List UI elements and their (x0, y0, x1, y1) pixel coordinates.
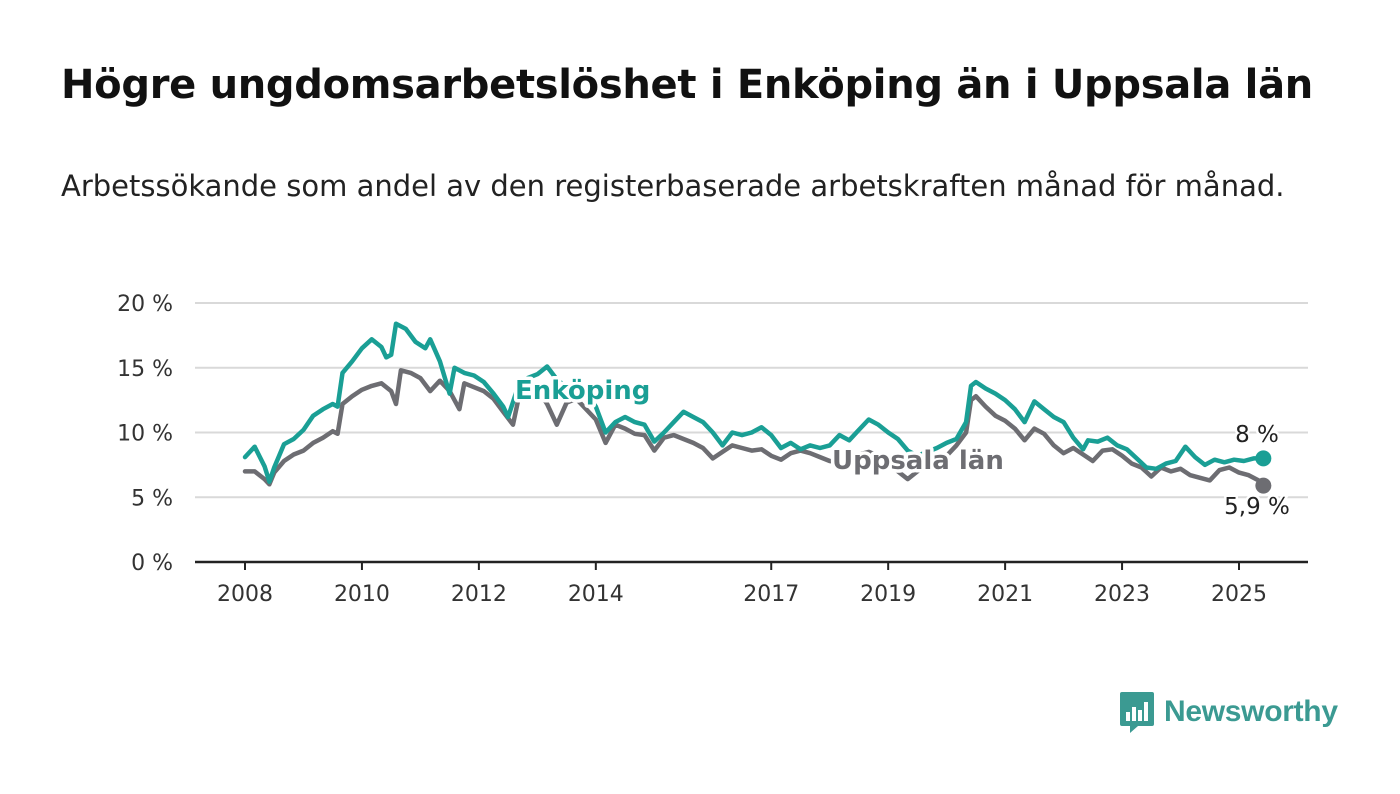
end-value-label-enkoping: 8 % (1235, 422, 1279, 448)
x-tick-label: 2017 (743, 582, 799, 607)
y-tick-label: 10 % (117, 422, 173, 447)
end-point-enkoping (1255, 450, 1272, 467)
series-label-uppsala: Uppsala län (832, 446, 1004, 476)
x-tick-label: 2025 (1211, 582, 1267, 607)
x-tick-label: 2008 (217, 582, 273, 607)
y-tick-label: 15 % (117, 357, 173, 382)
chart-subtitle: Arbetssökande som andel av den registerb… (61, 169, 1285, 203)
series-lines (242, 321, 1272, 494)
x-tick-label: 2010 (334, 582, 390, 607)
x-tick-label: 2019 (860, 582, 916, 607)
x-tick-label: 2021 (977, 582, 1033, 607)
end-point-uppsala (1255, 477, 1272, 494)
y-tick-label: 0 % (131, 551, 173, 576)
x-tick-label: 2023 (1094, 582, 1150, 607)
x-axis-ticks: 2008 2010 2012 2014 2017 2019 2021 2023 2025 (217, 562, 1267, 607)
series-line-uppsala (242, 368, 1266, 488)
y-tick-label: 20 % (117, 292, 173, 317)
brand-logo: Newsworthy (1118, 690, 1338, 734)
bar-chart-logo-icon (1120, 692, 1154, 733)
series-line-enkoping (242, 321, 1266, 484)
y-axis-ticks: 0 % 5 % 10 % 15 % 20 % (117, 292, 173, 576)
brand-name: Newsworthy (1164, 695, 1338, 728)
chart-title: Högre ungdomsarbetslöshet i Enköping än … (61, 62, 1313, 108)
end-value-label-uppsala: 5,9 % (1224, 494, 1290, 520)
x-tick-label: 2012 (451, 582, 507, 607)
y-tick-label: 5 % (131, 486, 173, 511)
x-tick-label: 2014 (568, 582, 624, 607)
series-label-enkoping: Enköping (515, 376, 650, 406)
series-labels: Enköping Uppsala län 8 % 5,9 % (512, 373, 1293, 523)
